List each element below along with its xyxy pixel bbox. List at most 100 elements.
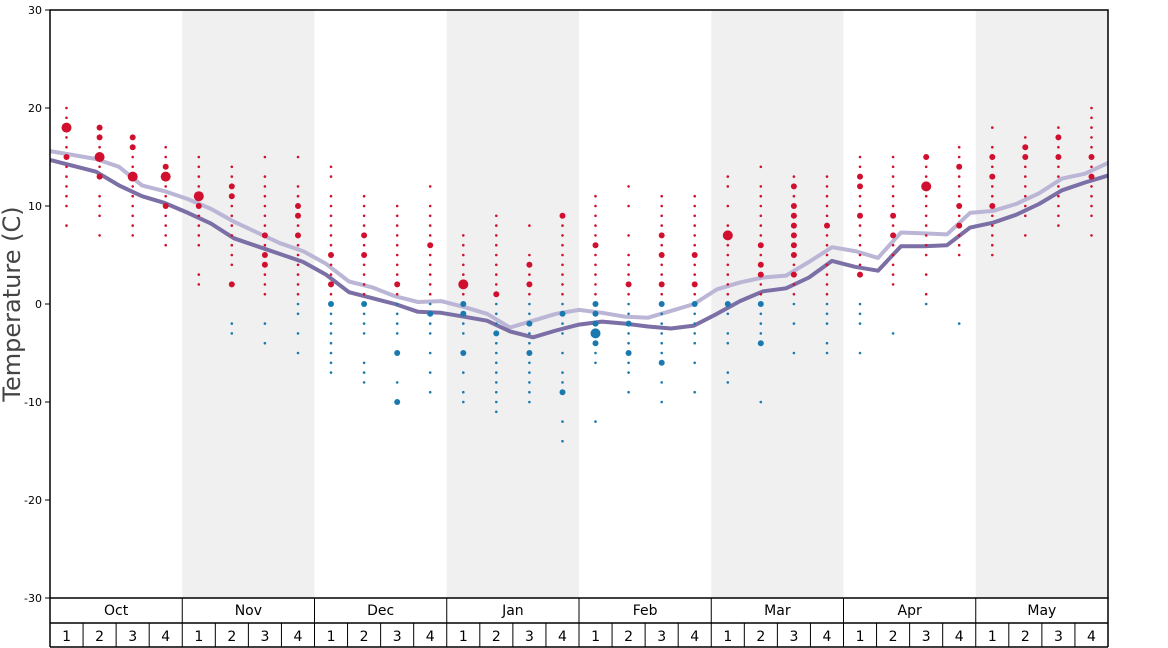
temperature-dot [1090,136,1093,139]
temperature-dot [693,332,696,335]
temperature-dot [792,283,796,286]
temperature-dot [394,281,401,288]
temperature-dot [395,332,399,335]
temperature-dot [825,214,829,218]
temperature-dot [757,261,764,268]
temperature-dot [891,204,895,208]
temperature-dot [792,351,796,355]
temperature-dot [790,203,797,209]
temperature-dot [890,212,897,219]
temperature-dot [957,214,961,218]
temperature-dot [230,204,234,208]
temperature-dot [858,253,862,257]
temperature-dot [395,312,399,316]
temperature-dot [230,224,234,227]
temperature-dot [395,292,399,296]
week-label: 3 [657,629,666,645]
temperature-dot [362,243,366,247]
temperature-dot [495,381,498,384]
week-label: 3 [128,629,137,645]
temperature-dot [825,322,829,325]
temperature-dot [495,234,498,237]
temperature-dot [362,381,366,384]
temperature-dot [263,185,267,188]
temperature-dot [528,361,531,365]
week-label: 3 [789,629,798,645]
temperature-dot [1090,116,1093,120]
temperature-dot [462,234,465,237]
temperature-dot [197,234,201,237]
week-label: 1 [194,629,203,645]
temperature-dot [428,214,432,218]
temperature-dot [65,185,68,188]
temperature-dot [460,310,467,317]
temperature-dot [98,194,101,198]
temperature-dot [228,193,235,200]
temperature-dot [858,224,862,227]
week-label: 1 [327,629,336,645]
temperature-dot [559,310,566,317]
temperature-dot [428,332,432,335]
week-label: 4 [558,629,567,645]
temperature-dot [757,340,764,347]
week-label: 1 [62,629,71,645]
temperature-dot [329,322,333,325]
month-label: Nov [235,603,262,619]
temperature-dot [460,301,467,307]
temperature-dot [590,328,601,339]
temperature-dot [759,292,763,296]
temperature-dot [627,302,630,306]
temperature-dot [462,292,465,296]
temperature-dot [759,214,763,218]
temperature-dot [592,320,599,327]
week-label: 2 [889,629,898,645]
temperature-dot [921,181,932,192]
temperature-dot [197,273,201,276]
temperature-dot [131,165,134,169]
temperature-dot [395,302,399,306]
temperature-dot [726,224,730,227]
temperature-dot [328,281,334,288]
temperature-dot [858,204,862,208]
temperature-dot [790,222,797,229]
temperature-dot [693,214,696,218]
temperature-dot [726,292,730,296]
temperature-dot [891,165,895,169]
week-label: 4 [955,629,964,645]
temperature-dot [230,253,234,257]
temperature-dot [263,341,267,345]
temperature-dot [495,283,498,286]
temperature-dot [528,273,531,276]
temperature-dot [428,204,432,208]
temperature-dot [427,242,434,249]
temperature-dot [1024,204,1027,208]
temperature-dot [956,222,963,229]
temperature-dot [131,204,134,208]
temperature-dot [127,171,138,182]
temperature-dot [197,155,201,159]
temperature-dot [891,194,895,198]
temperature-dot [462,371,465,374]
temperature-dot [693,322,696,325]
temperature-dot [726,371,730,374]
temperature-dot [65,165,68,169]
temperature-dot [526,320,533,327]
temperature-dot [759,253,763,257]
temperature-dot [428,371,432,374]
temperature-dot [329,371,333,374]
temperature-dot [693,234,696,237]
temperature-dot [825,292,829,296]
temperature-dot [592,340,599,347]
temperature-dot [759,185,763,188]
temperature-dot [924,224,928,227]
temperature-dot [561,439,564,443]
temperature-dot [660,224,663,227]
week-label: 1 [459,629,468,645]
temperature-dot [362,204,366,208]
temperature-dot [991,194,994,198]
temperature-dot [627,341,630,345]
temperature-dot [164,155,167,159]
temperature-dot [561,243,564,247]
temperature-dot [228,281,235,288]
temperature-dot [428,273,432,276]
